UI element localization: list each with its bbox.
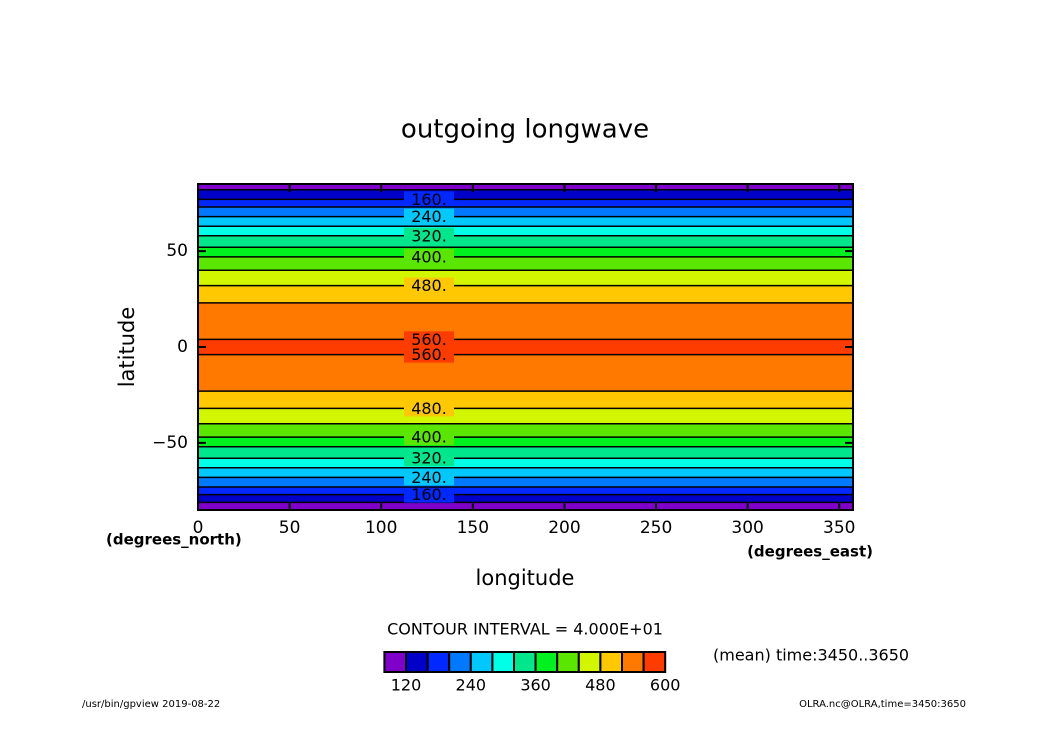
x-unit: (degrees_east) <box>747 543 873 561</box>
contour-label: 560. <box>411 345 447 364</box>
colorbar-box <box>405 651 429 673</box>
footer-left: /usr/bin/gpview 2019-08-22 <box>82 699 220 710</box>
label-gap <box>404 400 454 417</box>
contour-label: 240. <box>411 207 447 226</box>
contour-label: 320. <box>411 449 447 468</box>
colorbar-tick-label: 120 <box>391 676 422 695</box>
contour-label: 160. <box>411 485 447 504</box>
colorbar-tick-label: 600 <box>650 676 681 695</box>
contour-label: 400. <box>411 247 447 266</box>
chart-title: outgoing longwave <box>401 115 649 145</box>
colorbar-tick-label: 480 <box>585 676 616 695</box>
label-gap <box>404 469 454 486</box>
colorbar-box <box>577 651 602 673</box>
x-axis-label: longitude <box>476 566 575 590</box>
colorbar-box <box>448 651 472 673</box>
label-gap <box>404 331 454 348</box>
colorbar-box <box>599 651 624 673</box>
contour-label: 480. <box>411 276 447 295</box>
colorbar-box <box>383 651 407 673</box>
colorbar-box <box>469 651 494 673</box>
contour-label: 480. <box>411 399 447 418</box>
y-tick-label: 50 <box>166 241 188 261</box>
colorbar-box <box>491 651 515 673</box>
colorbar-box <box>534 651 559 673</box>
x-tick-label: 150 <box>457 518 489 538</box>
x-tick-label: 250 <box>640 518 672 538</box>
y-tick-label: −50 <box>152 433 188 453</box>
label-gap <box>404 346 454 363</box>
colorbar-tick-label: 360 <box>520 676 551 695</box>
x-tick-label: 300 <box>731 518 763 538</box>
label-gap <box>404 429 454 446</box>
colorbar-box <box>426 651 451 673</box>
y-tick-label: 0 <box>177 337 188 357</box>
contour-label: 400. <box>411 428 447 447</box>
label-gap <box>404 277 454 294</box>
colorbar-box <box>642 651 667 673</box>
colorbar-tick-label: 240 <box>456 676 487 695</box>
time-note: (mean) time:3450..3650 <box>713 646 909 665</box>
label-gap <box>404 450 454 467</box>
x-tick-label: 200 <box>548 518 580 538</box>
label-gap <box>404 486 454 503</box>
x-tick-label: 50 <box>279 518 301 538</box>
contour-label: 560. <box>411 330 447 349</box>
y-unit: (degrees_north) <box>106 531 242 549</box>
y-axis-label: latitude <box>115 307 139 388</box>
label-gap <box>404 227 454 244</box>
label-gap <box>404 191 454 208</box>
x-tick-label: 100 <box>365 518 397 538</box>
colorbar-box <box>513 651 537 673</box>
label-gap <box>404 248 454 265</box>
footer-right: OLRA.nc@OLRA,time=3450:3650 <box>799 699 966 710</box>
colorbar-box <box>621 651 645 673</box>
contour-label: 320. <box>411 226 447 245</box>
x-tick-label: 0 <box>193 518 204 538</box>
label-gap <box>404 208 454 225</box>
x-tick-label: 350 <box>823 518 855 538</box>
contour-label: 240. <box>411 468 447 487</box>
contour-label: 160. <box>411 190 447 209</box>
contour-interval: CONTOUR INTERVAL = 4.000E+01 <box>387 620 663 639</box>
colorbar-box <box>556 651 580 673</box>
contour-band <box>198 339 853 355</box>
